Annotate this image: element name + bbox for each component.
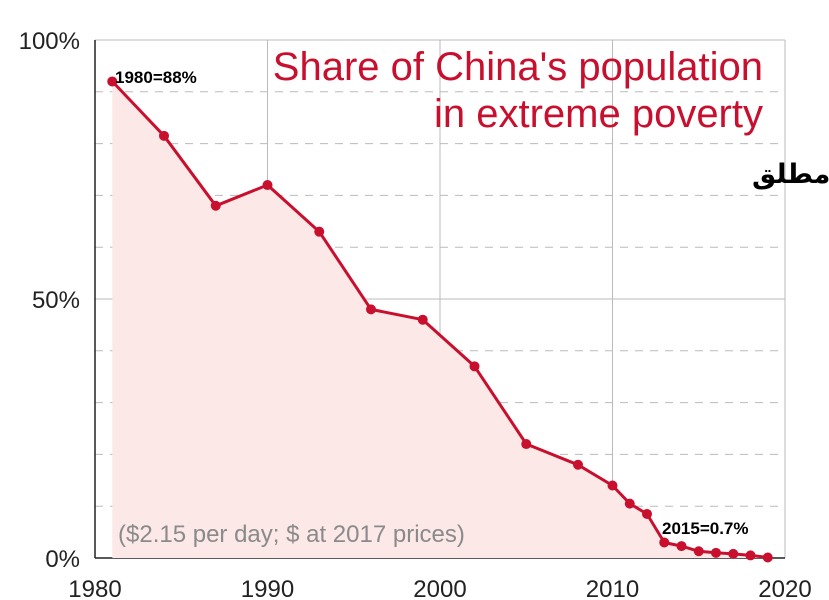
chart-subtitle: در صد جمعیت چین زیر فقر مطلق [752,159,829,190]
data-point-2019 [762,552,773,563]
x-tick-label: 2020 [758,576,811,600]
x-tick-label: 1980 [68,576,121,600]
chart-title-line1: Share of China's population [273,45,763,89]
data-point-2005 [521,439,532,450]
data-point-2012 [642,508,652,519]
data-point-2013 [659,537,670,548]
x-tick-label: 2010 [586,576,639,600]
data-point-2016 [711,547,721,558]
data-point-1981 [107,76,118,87]
data-point-2011 [624,498,635,509]
y-tick-labels: 0% 50% 100% [19,28,80,573]
data-point-2017 [728,548,739,559]
data-point-2015 [693,546,704,557]
x-tick-label: 2000 [413,576,466,600]
data-point-1996 [366,304,376,315]
x-tick-label: 1990 [241,576,294,600]
data-point-1999 [417,314,428,325]
data-point-2002 [469,361,480,372]
y-tick-label: 0% [45,546,80,573]
data-point-2018 [745,550,756,561]
chart-note: ($2.15 per day; $ at 2017 prices) [118,521,465,548]
annotation-1980: 1980=88% [115,68,197,87]
x-tick-labels: 1980 1990 2000 2010 2020 [68,576,811,600]
data-points [107,76,773,563]
annotation-2015: 2015=0.7% [662,519,749,538]
data-point-2008 [573,459,583,470]
y-tick-label: 50% [32,287,80,314]
data-point-2014 [676,541,687,552]
data-point-1987 [210,200,221,211]
area-fill [112,81,768,559]
chart-title-line2: in extreme poverty [434,92,763,136]
y-tick-label: 100% [19,28,80,55]
data-point-1984 [159,130,169,141]
data-point-2010 [607,480,618,491]
data-point-1990 [262,180,273,191]
data-point-1993 [314,226,325,237]
